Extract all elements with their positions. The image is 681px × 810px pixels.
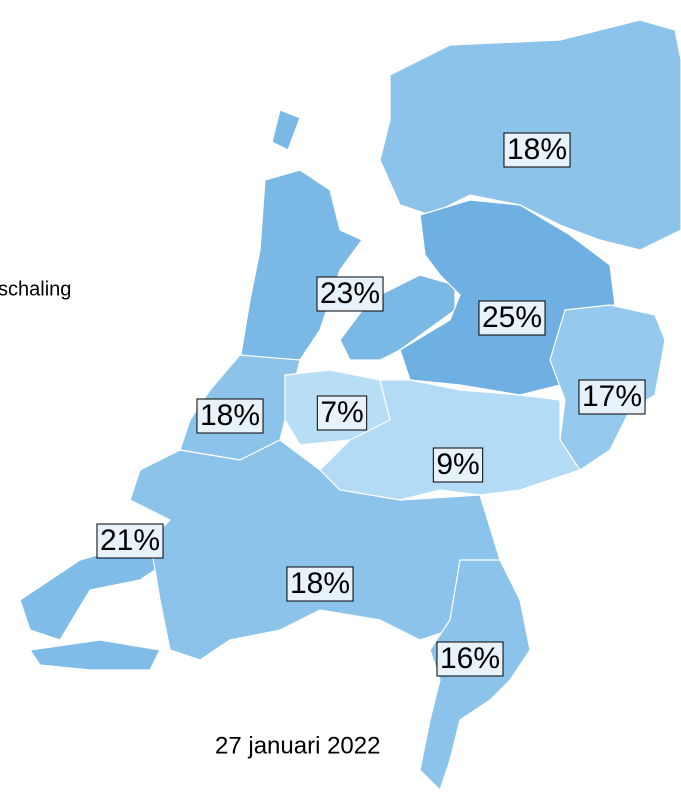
label-box xyxy=(96,523,164,559)
label-box xyxy=(478,300,546,336)
label-box xyxy=(578,379,646,415)
label-box xyxy=(196,398,264,434)
label-box xyxy=(286,566,354,602)
label-box xyxy=(316,276,384,312)
label-box xyxy=(316,395,368,431)
region-label: 7% xyxy=(320,396,363,429)
region-label: 18% xyxy=(507,133,567,166)
region-gelderland-south xyxy=(319,379,581,501)
label-box xyxy=(432,447,484,483)
region-label: 23% xyxy=(320,277,380,310)
island xyxy=(271,109,301,151)
region-label: 21% xyxy=(100,524,160,557)
region-label: 18% xyxy=(200,399,260,432)
region-label: 9% xyxy=(436,448,479,481)
map-shapes xyxy=(19,19,681,792)
label-box xyxy=(503,132,571,168)
legend-text: schaling xyxy=(0,278,71,300)
label-box xyxy=(436,641,504,677)
region-label: 25% xyxy=(482,301,542,334)
region-zeeland-south xyxy=(28,639,161,671)
region-noord-holland xyxy=(239,169,363,361)
date: 27 januari 2022 xyxy=(215,732,380,759)
region-label: 17% xyxy=(582,380,642,413)
region-east-central xyxy=(399,199,616,396)
region-label: 18% xyxy=(290,567,350,600)
region-label: 16% xyxy=(440,642,500,675)
region-brabant xyxy=(129,439,501,661)
